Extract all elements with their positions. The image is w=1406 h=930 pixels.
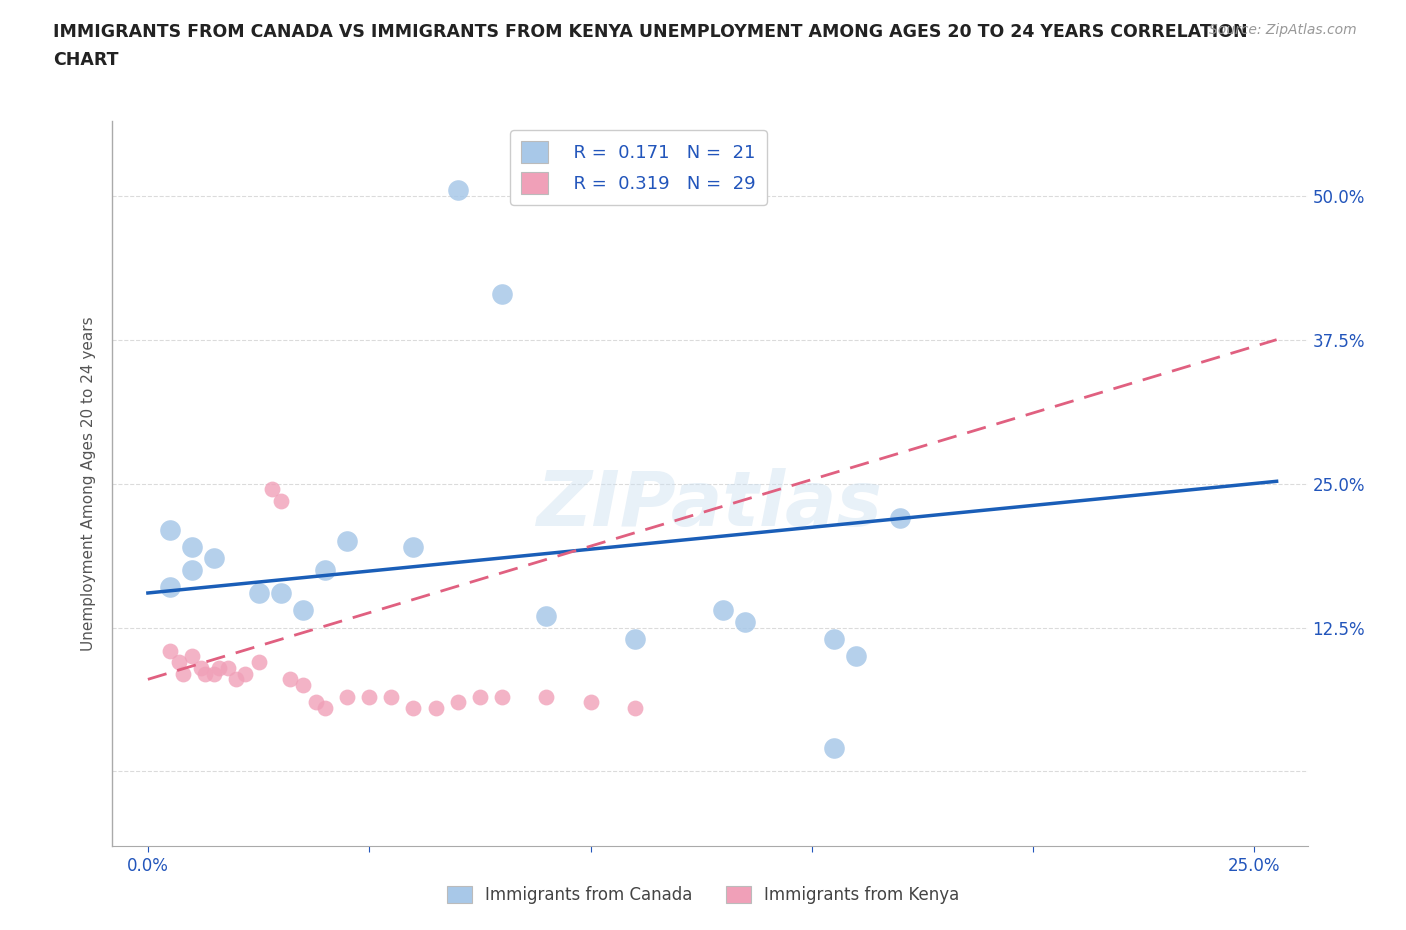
Point xyxy=(823,631,845,646)
Point xyxy=(402,539,425,554)
Point xyxy=(167,655,190,670)
Point xyxy=(159,579,181,594)
Point xyxy=(247,586,270,601)
Point xyxy=(734,615,756,630)
Point xyxy=(491,286,513,301)
Legend:   R =  0.171   N =  21,   R =  0.319   N =  29: R = 0.171 N = 21, R = 0.319 N = 29 xyxy=(510,130,766,205)
Point xyxy=(181,539,204,554)
Point xyxy=(305,695,328,710)
Point xyxy=(172,666,194,681)
Point xyxy=(447,182,470,197)
Point xyxy=(159,523,181,538)
Point xyxy=(190,660,212,675)
Point xyxy=(202,666,225,681)
Point xyxy=(359,689,381,704)
Point xyxy=(225,671,247,686)
Point xyxy=(845,649,868,664)
Point xyxy=(536,608,558,623)
Point xyxy=(823,741,845,756)
Point xyxy=(889,511,911,525)
Point xyxy=(536,689,558,704)
Point xyxy=(468,689,491,704)
Point xyxy=(425,700,447,715)
Point xyxy=(579,695,602,710)
Point xyxy=(402,700,425,715)
Point xyxy=(491,689,513,704)
Point xyxy=(217,660,239,675)
Point xyxy=(336,534,359,549)
Point xyxy=(233,666,256,681)
Point xyxy=(314,700,336,715)
Point xyxy=(270,586,292,601)
Point xyxy=(380,689,402,704)
Point xyxy=(711,603,734,618)
Point xyxy=(208,660,231,675)
Point xyxy=(291,678,314,693)
Point xyxy=(247,655,270,670)
Point xyxy=(623,631,645,646)
Point xyxy=(159,644,181,658)
Text: CHART: CHART xyxy=(53,51,120,69)
Point xyxy=(447,695,470,710)
Point xyxy=(623,700,645,715)
Point xyxy=(181,563,204,578)
Point xyxy=(181,649,204,664)
Point xyxy=(202,551,225,565)
Point xyxy=(194,666,217,681)
Point xyxy=(314,563,336,578)
Point xyxy=(270,494,292,509)
Text: ZIPatlas: ZIPatlas xyxy=(537,469,883,542)
Point xyxy=(291,603,314,618)
Y-axis label: Unemployment Among Ages 20 to 24 years: Unemployment Among Ages 20 to 24 years xyxy=(80,316,96,651)
Text: IMMIGRANTS FROM CANADA VS IMMIGRANTS FROM KENYA UNEMPLOYMENT AMONG AGES 20 TO 24: IMMIGRANTS FROM CANADA VS IMMIGRANTS FRO… xyxy=(53,23,1249,41)
Legend: Immigrants from Canada, Immigrants from Kenya: Immigrants from Canada, Immigrants from … xyxy=(440,879,966,910)
Text: Source: ZipAtlas.com: Source: ZipAtlas.com xyxy=(1209,23,1357,37)
Point xyxy=(336,689,359,704)
Point xyxy=(260,482,283,497)
Point xyxy=(278,671,301,686)
